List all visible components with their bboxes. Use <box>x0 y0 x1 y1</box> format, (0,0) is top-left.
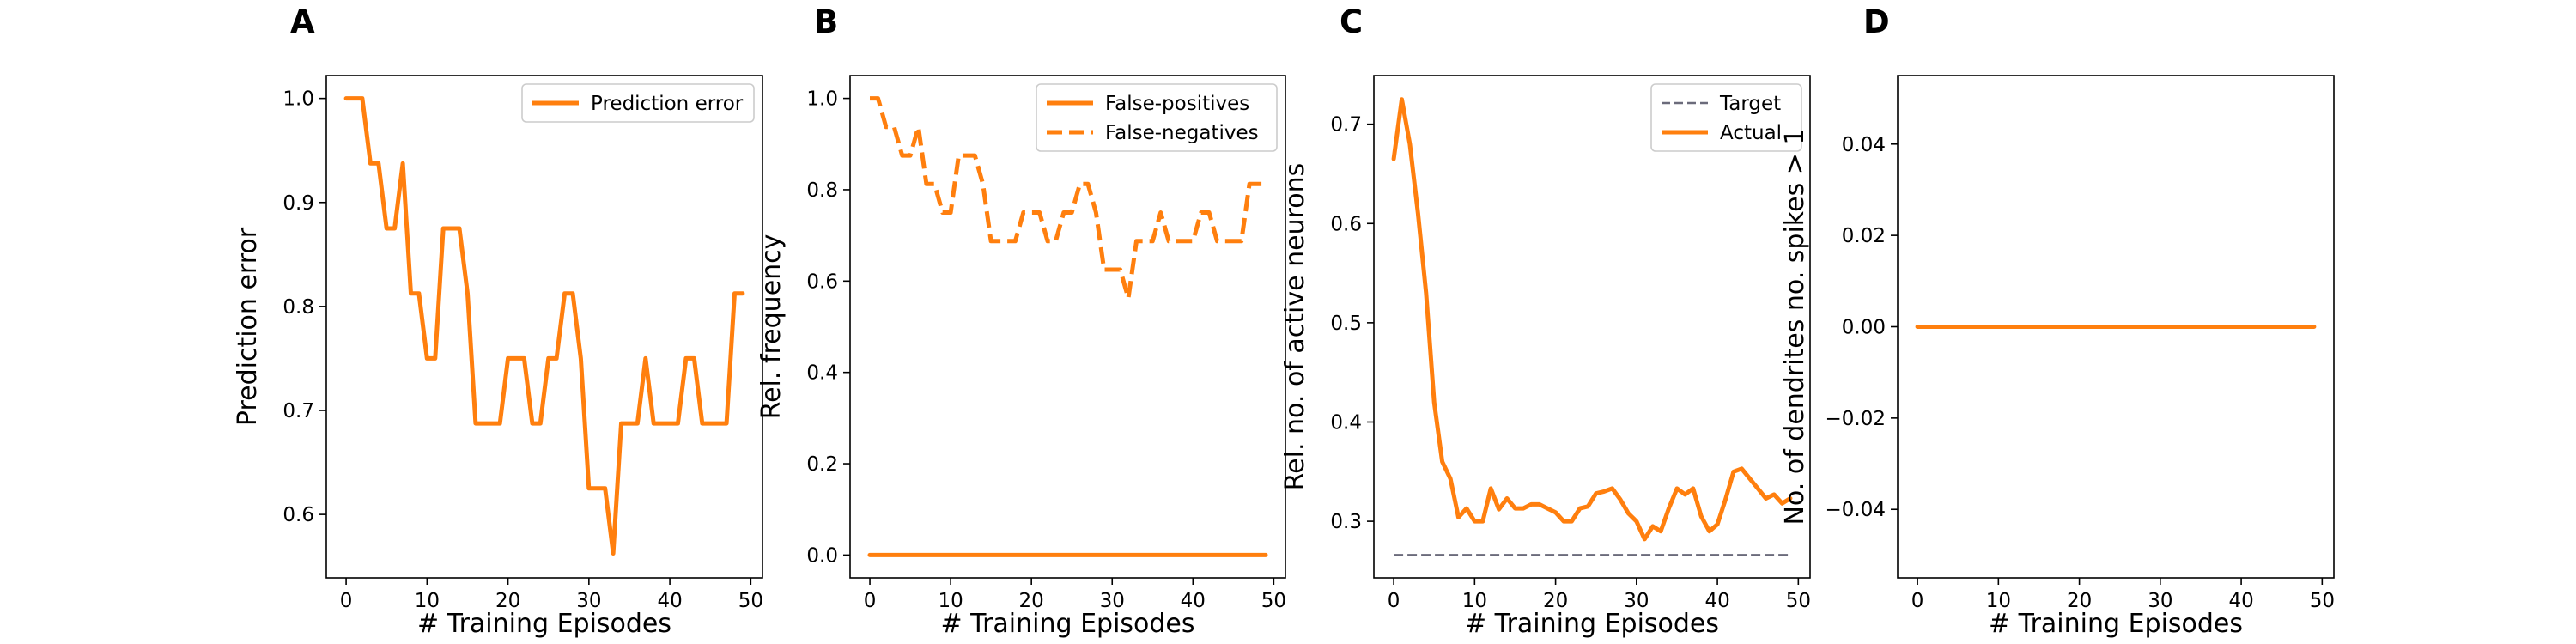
panel-a-xlabel: # Training Episodes <box>417 609 671 639</box>
panel-d-xtick-label: 40 <box>2228 590 2253 612</box>
panel-c-ylabel: Rel. no. of active neurons <box>1280 163 1310 491</box>
panel-a-label: A <box>290 3 315 40</box>
panel-a-xtick-label: 50 <box>738 590 763 612</box>
panel-c-label: C <box>1340 3 1363 40</box>
panel-b-xtick-label: 20 <box>1019 590 1044 612</box>
panel-d-xtick-label: 30 <box>2148 590 2172 612</box>
panel-c-axes-frame <box>1373 75 1811 579</box>
panel-a-xtick-label: 10 <box>415 590 440 612</box>
panel-d-ytick-label: 0.04 <box>1842 134 1886 156</box>
panel-b-legend-entry: False-positives <box>1105 93 1249 115</box>
panel-c: C 0 10 20 30 40 50 0.3 0.4 0.5 0.6 0.7 # Training E… <box>1280 3 1811 639</box>
panel-c-ytick-label: 0.4 <box>1330 411 1362 434</box>
panel-c-xtick-label: 30 <box>1624 590 1649 612</box>
panel-a-xtick-label: 40 <box>657 590 682 612</box>
panel-d-ytick-label: 0.00 <box>1842 317 1886 339</box>
panel-a-xtick-label: 20 <box>495 590 520 612</box>
panel-b-legend-box <box>1036 83 1278 152</box>
panel-c-ytick-label: 0.3 <box>1330 511 1362 533</box>
panel-b-axes-frame <box>849 75 1286 579</box>
panel-b-ytick-label: 0.2 <box>806 453 838 476</box>
panel-a-ylabel: Prediction error <box>233 227 263 426</box>
panel-d-xtick-label: 10 <box>1986 590 2011 612</box>
panel-a-legend-box <box>521 83 755 123</box>
panel-c-xlabel: # Training Episodes <box>1465 609 1719 639</box>
panel-a-ytick-label: 1.0 <box>283 88 314 111</box>
panel-a-ytick-label: 0.9 <box>283 192 314 215</box>
panel-d-xtick-label: 20 <box>2067 590 2092 612</box>
panel-c-ytick-label: 0.5 <box>1330 313 1362 335</box>
panel-a-series-prediction-error <box>343 96 745 556</box>
panel-b-ytick-label: 1.0 <box>806 88 838 111</box>
panel-d-label: D <box>1863 3 1890 40</box>
panel-d-ytick-label: −0.04 <box>1826 499 1886 521</box>
panel-d-ytick-label: 0.02 <box>1842 225 1886 247</box>
panel-b: B 0 10 20 30 40 50 0.0 0.2 0.4 0.6 0.8 1.0 # Trainin… <box>756 3 1286 639</box>
panel-d-ytick-label: −0.02 <box>1826 408 1886 430</box>
panel-b-label: B <box>814 3 838 40</box>
panel-a: A 0 10 20 30 40 50 0.6 0.7 0.8 0.9 1.0 # Training E… <box>233 3 763 639</box>
panel-c-xtick-label: 40 <box>1704 590 1729 612</box>
panel-d-xtick-label: 0 <box>1911 590 1924 612</box>
panel-a-ytick-label: 0.7 <box>283 400 314 422</box>
panel-b-ytick-label: 0.6 <box>806 270 838 293</box>
panel-c-legend-entry: Actual <box>1720 122 1782 144</box>
panel-b-ytick-label: 0.4 <box>806 362 838 385</box>
panel-d: D 0 10 20 30 40 50 −0.04 −0.02 0.00 0.02 0.04 # Tra… <box>1780 3 2335 639</box>
panel-b-xtick-label: 0 <box>864 590 877 612</box>
panel-b-xtick-label: 40 <box>1181 590 1206 612</box>
panel-d-ylabel: No. of dendrites no. spikes > 1 <box>1780 128 1810 525</box>
panel-b-ytick-label: 0.8 <box>806 179 838 202</box>
panel-c-xtick-label: 20 <box>1543 590 1568 612</box>
panel-a-ytick-label: 0.8 <box>283 296 314 319</box>
panel-a-xtick-label: 0 <box>340 590 353 612</box>
panel-b-xtick-label: 30 <box>1100 590 1125 612</box>
panel-c-ytick-label: 0.6 <box>1330 213 1362 235</box>
panel-a-legend-entry: Prediction error <box>591 93 744 115</box>
panel-b-series-false-negatives <box>870 96 1266 301</box>
panel-a-axes-frame <box>325 75 763 579</box>
panel-b-xtick-label: 10 <box>938 590 963 612</box>
panel-a-xtick-label: 30 <box>576 590 601 612</box>
panel-c-xtick-label: 0 <box>1388 590 1400 612</box>
panel-b-xlabel: # Training Episodes <box>940 609 1194 639</box>
panel-c-legend-entry: Target <box>1719 93 1781 115</box>
panel-c-series-actual <box>1391 97 1793 542</box>
panel-b-ytick-label: 0.0 <box>806 544 838 567</box>
panel-b-legend-entry: False-negatives <box>1105 122 1259 144</box>
panel-c-ytick-label: 0.7 <box>1330 114 1362 137</box>
panel-a-ytick-label: 0.6 <box>283 504 314 526</box>
panel-d-xlabel: # Training Episodes <box>1989 609 2243 639</box>
panel-d-xtick-label: 50 <box>2310 590 2335 612</box>
panel-b-ylabel: Rel. frequency <box>756 234 787 420</box>
panel-c-xtick-label: 10 <box>1462 590 1487 612</box>
panel-c-xtick-label: 50 <box>1786 590 1811 612</box>
panel-b-xtick-label: 50 <box>1261 590 1286 612</box>
